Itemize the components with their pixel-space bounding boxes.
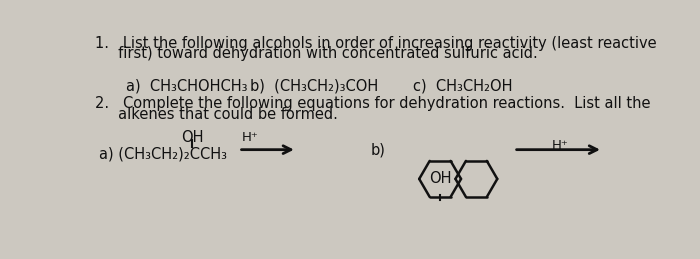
Text: a) (CH₃CH₂)₂CCH₃: a) (CH₃CH₂)₂CCH₃ xyxy=(99,147,227,162)
Text: H⁺: H⁺ xyxy=(552,139,568,152)
Text: b): b) xyxy=(370,142,385,157)
Text: 1.   List the following alcohols in order of increasing reactivity (least reacti: 1. List the following alcohols in order … xyxy=(95,36,657,51)
Text: H⁺: H⁺ xyxy=(242,131,258,144)
Text: b)  (CH₃CH₂)₃COH: b) (CH₃CH₂)₃COH xyxy=(251,79,379,94)
Text: c)  CH₃CH₂OH: c) CH₃CH₂OH xyxy=(413,79,512,94)
Text: OH: OH xyxy=(429,171,452,186)
Text: OH: OH xyxy=(181,130,204,145)
Text: 2.   Complete the following equations for dehydration reactions.  List all the: 2. Complete the following equations for … xyxy=(95,96,651,111)
Text: first) toward dehydration with concentrated sulfuric acid.: first) toward dehydration with concentra… xyxy=(95,46,538,61)
Text: a)  CH₃CHOHCH₃: a) CH₃CHOHCH₃ xyxy=(126,79,248,94)
Text: alkenes that could be formed.: alkenes that could be formed. xyxy=(95,106,338,121)
